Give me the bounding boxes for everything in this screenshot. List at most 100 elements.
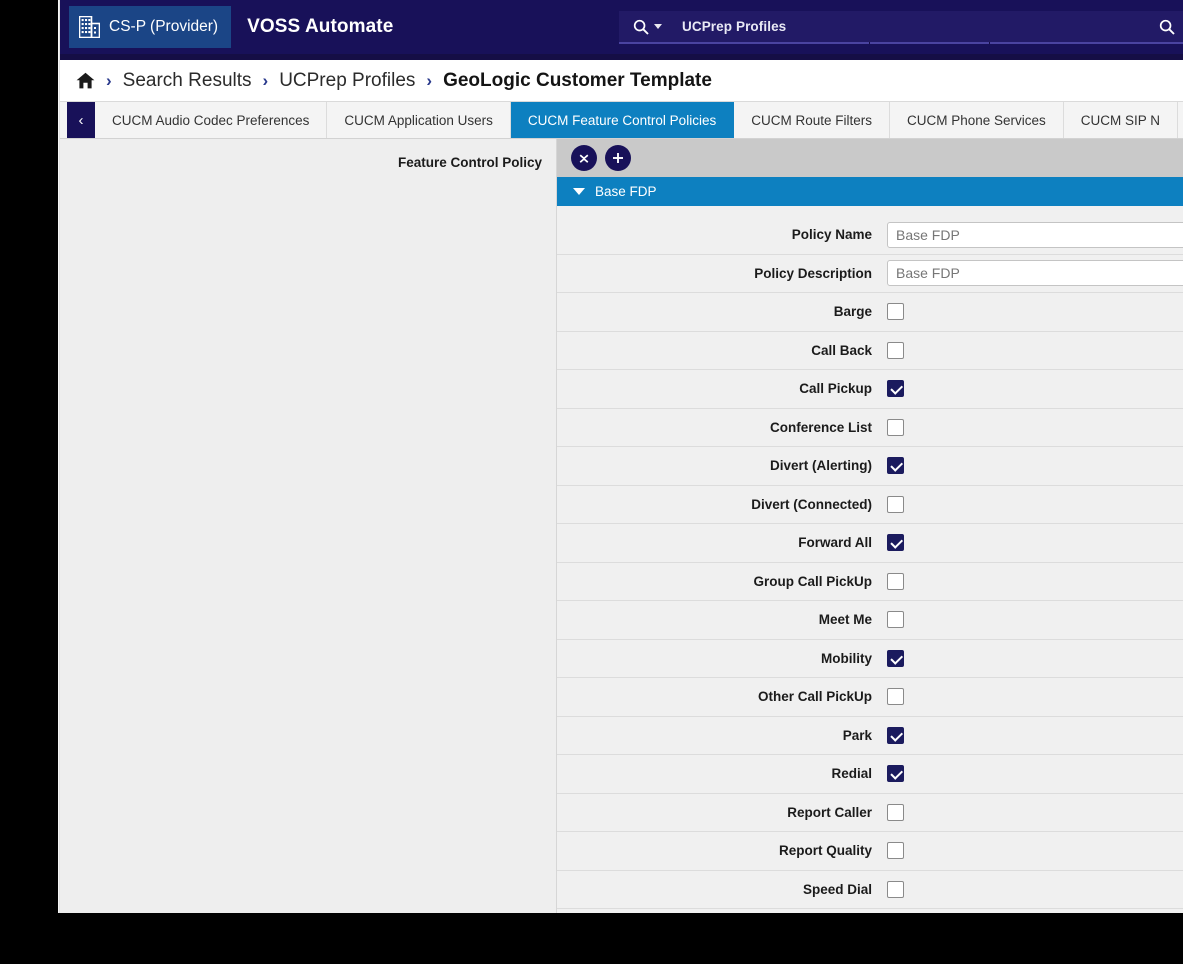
breadcrumb-item-search-results[interactable]: Search Results	[122, 69, 252, 91]
collapse-expand-icon[interactable]	[571, 145, 597, 171]
divider	[557, 677, 1183, 678]
field-row-report-quality: Report Quality	[557, 832, 1183, 870]
policy-name-input[interactable]: Base FDP	[887, 221, 1183, 248]
field-row-mobility: Mobility	[557, 640, 1183, 678]
checkbox-barge[interactable]	[887, 303, 904, 321]
breadcrumb-item-ucprep-profiles[interactable]: UCPrep Profiles	[279, 69, 416, 91]
home-icon[interactable]	[76, 72, 95, 89]
search-icon	[633, 19, 649, 35]
field-row-other-call-pickup: Other Call PickUp	[557, 678, 1183, 716]
field-control	[887, 803, 1183, 821]
field-control	[887, 341, 1183, 359]
checkbox-other-call-pickup[interactable]	[887, 688, 904, 706]
checkbox-mobility[interactable]	[887, 649, 904, 667]
tab-label: CUCM Feature Control Policies	[527, 112, 717, 128]
checkbox-report-quality[interactable]	[887, 842, 904, 860]
field-row-report-caller: Report Caller	[557, 794, 1183, 832]
field-row-barge: Barge	[557, 293, 1183, 331]
checkbox-park[interactable]	[887, 726, 904, 744]
field-row-group-call-pickup: Group Call PickUp	[557, 563, 1183, 601]
checkbox-speed-dial[interactable]	[887, 880, 904, 898]
field-label: Barge	[833, 304, 872, 320]
search-scope-dropdown[interactable]	[619, 19, 662, 35]
panel-toolbar	[557, 139, 1183, 177]
page-content: Feature Control Policy	[58, 139, 1183, 913]
field-label: Policy Name	[791, 227, 872, 243]
field-label: Divert (Alerting)	[769, 458, 872, 474]
field-control	[887, 688, 1183, 706]
field-control	[887, 457, 1183, 475]
chevron-left-icon: ‹	[78, 111, 84, 129]
field-label: Call Pickup	[799, 381, 872, 397]
tab-scroll-left-button[interactable]: ‹	[67, 102, 95, 138]
tab-bar: ‹ CUCM Audio Codec Preferences CUCM Appl…	[58, 102, 1183, 139]
search-input[interactable]: UCPrep Profiles	[682, 19, 787, 34]
field-row-conference-list: Conference List	[557, 409, 1183, 447]
divider	[557, 369, 1183, 370]
tab-cucm-audio-codec-preferences[interactable]: CUCM Audio Codec Preferences	[95, 102, 328, 138]
tab-cucm-route-filters[interactable]: CUCM Route Filters	[734, 102, 890, 138]
divider	[557, 831, 1183, 832]
field-row-forward-all: Forward All	[557, 524, 1183, 562]
divider	[557, 292, 1183, 293]
tab-cucm-application-users[interactable]: CUCM Application Users	[327, 102, 511, 138]
search-submit-button[interactable]	[1159, 19, 1183, 35]
app-window: CS-P (Provider) VOSS Automate UCPrep Pro…	[58, 0, 1183, 913]
checkbox-call-pickup[interactable]	[887, 380, 904, 398]
checkbox-conference-list[interactable]	[887, 418, 904, 436]
field-control	[887, 380, 1183, 398]
field-row-redial: Redial	[557, 755, 1183, 793]
checkbox-divert-connected[interactable]	[887, 495, 904, 513]
org-selector[interactable]: CS-P (Provider)	[69, 6, 232, 48]
field-label: Meet Me	[818, 612, 872, 628]
field-control	[887, 880, 1183, 898]
field-label: Other Call PickUp	[757, 689, 872, 705]
field-label: Policy Description	[754, 265, 872, 281]
form-label-column: Feature Control Policy	[58, 139, 557, 913]
policy-description-input[interactable]: Base FDP	[887, 260, 1183, 287]
tab-label: CUCM Phone Services	[906, 112, 1046, 128]
field-row-divert-alerting: Divert (Alerting)	[557, 447, 1183, 485]
breadcrumb-separator: ›	[262, 70, 269, 90]
checkbox-redial[interactable]	[887, 765, 904, 783]
tab-cucm-phone-services[interactable]: CUCM Phone Services	[889, 102, 1064, 138]
field-control	[887, 495, 1183, 513]
plus-icon[interactable]	[605, 145, 631, 171]
divider	[557, 561, 1183, 563]
checkbox-report-caller[interactable]	[887, 803, 904, 821]
divider	[557, 869, 1183, 871]
field-label: Mobility	[821, 650, 872, 666]
checkbox-call-back[interactable]	[887, 341, 904, 359]
section-header-base-fdp[interactable]: Base FDP	[557, 177, 1183, 206]
divider	[557, 330, 1183, 332]
field-row-call-pickup: Call Pickup	[557, 370, 1183, 408]
field-label: Report Quality	[778, 843, 872, 859]
building-icon	[79, 16, 100, 38]
checkbox-meet-me[interactable]	[887, 611, 904, 629]
checkbox-forward-all[interactable]	[887, 534, 904, 552]
field-label: Redial	[831, 766, 872, 782]
field-label: Report Caller	[787, 804, 872, 820]
tab-cucm-feature-control-policies[interactable]: CUCM Feature Control Policies	[510, 102, 735, 138]
checkbox-divert-alerting[interactable]	[887, 457, 904, 475]
global-search[interactable]: UCPrep Profiles	[619, 11, 1183, 44]
divider	[557, 792, 1183, 794]
divider	[557, 446, 1183, 447]
field-label: Park	[842, 727, 872, 743]
field-label: Divert (Connected)	[751, 496, 872, 512]
divider	[557, 908, 1183, 909]
tab-cucm-sip-normalization[interactable]: CUCM SIP N	[1063, 102, 1179, 138]
divider	[557, 638, 1183, 640]
field-control	[887, 842, 1183, 860]
divider	[557, 600, 1183, 601]
tab-label: CUCM SIP N	[1080, 112, 1161, 128]
divider	[557, 754, 1183, 755]
checkbox-group-call-pickup[interactable]	[887, 572, 904, 590]
checkbox-rows: Barge Call Back Call Pickup Conference List…	[557, 293, 1183, 909]
field-row-divert-connected: Divert (Connected)	[557, 486, 1183, 524]
feature-control-policy-panel: Base FDP Policy Name Base FDP Policy Des…	[557, 139, 1183, 913]
field-label: Call Back	[811, 342, 872, 358]
divider	[557, 715, 1183, 717]
form-fields: Policy Name Base FDP Policy Description …	[557, 206, 1183, 909]
section-title: Base FDP	[595, 184, 657, 199]
